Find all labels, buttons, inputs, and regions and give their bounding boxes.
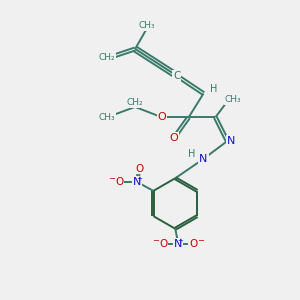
Text: CH₂: CH₂	[127, 98, 143, 107]
Text: −: −	[108, 175, 115, 184]
Text: N: N	[227, 136, 235, 146]
Text: CH₃: CH₃	[99, 113, 115, 122]
Text: N: N	[133, 177, 141, 187]
Text: +: +	[177, 238, 183, 244]
Text: O: O	[135, 164, 143, 174]
Text: −: −	[198, 236, 205, 245]
Text: O: O	[189, 238, 197, 249]
Text: O: O	[169, 133, 178, 143]
Text: O: O	[115, 177, 123, 187]
Text: N: N	[174, 238, 182, 249]
Text: CH₂: CH₂	[99, 53, 115, 62]
Text: CH₃: CH₃	[225, 95, 242, 104]
Text: H: H	[188, 149, 195, 160]
Text: O: O	[158, 112, 166, 122]
Text: +: +	[136, 176, 142, 182]
Text: CH₃: CH₃	[139, 21, 155, 30]
Text: C: C	[173, 71, 180, 81]
Text: −: −	[152, 236, 159, 245]
Text: N: N	[199, 154, 208, 164]
Text: O: O	[159, 238, 167, 249]
Text: H: H	[210, 84, 218, 94]
